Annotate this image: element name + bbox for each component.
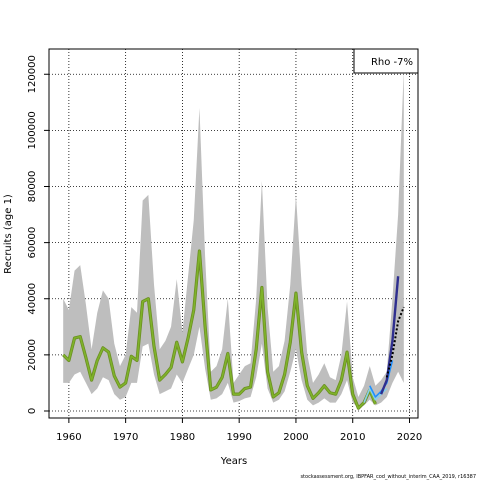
x-tick-label: 1970 (113, 432, 138, 443)
confidence-band (63, 68, 404, 409)
y-tick-label: 120000 (27, 55, 38, 93)
y-axis-title: Recruits (age 1) (3, 194, 14, 274)
x-tick-label: 1980 (170, 432, 195, 443)
y-tick-label: 80000 (27, 171, 38, 203)
y-tick-label: 40000 (27, 283, 38, 315)
x-tick-label: 2000 (283, 432, 308, 443)
y-tick-label: 60000 (27, 227, 38, 259)
x-axis: 1960 1970 1980 1990 2000 2010 2020 (56, 418, 422, 443)
plot-frame (48, 48, 419, 419)
confidence-band-layer (63, 68, 404, 409)
rho-label: Rho -7% (371, 57, 413, 68)
y-axis: 0 20000 40000 60000 80000 100000 120000 (27, 55, 49, 414)
source-note: stockassessment.org, IBPFAR_cod_without_… (300, 474, 476, 480)
series-line-5 (385, 306, 405, 378)
y-tick-label: 0 (27, 408, 38, 414)
x-tick-label: 1960 (56, 432, 81, 443)
x-axis-title: Years (220, 456, 247, 467)
y-tick-label: 20000 (27, 339, 38, 371)
x-tick-label: 2020 (397, 432, 422, 443)
series-layer (62, 249, 405, 410)
x-tick-label: 2010 (340, 432, 365, 443)
legend-box: Rho -7% (353, 48, 419, 74)
y-tick-label: 100000 (27, 111, 38, 149)
series-line-1 (62, 250, 377, 409)
x-tick-label: 1990 (226, 432, 251, 443)
series-line-4 (379, 276, 400, 395)
